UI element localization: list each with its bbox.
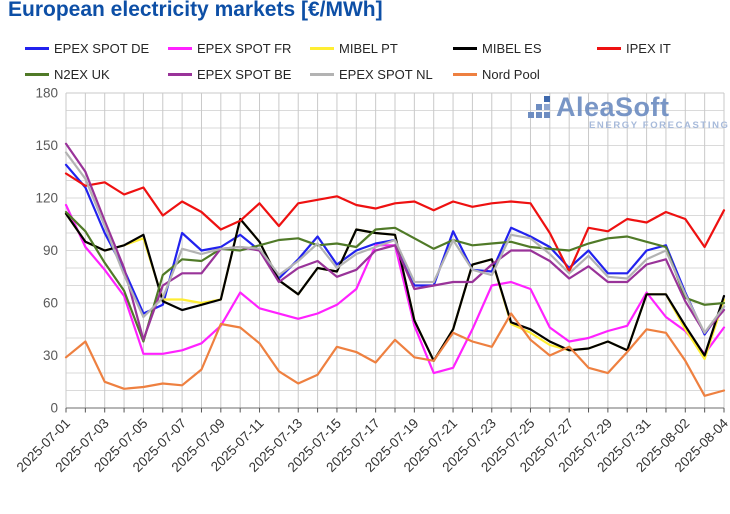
y-axis-tick-label: 0 [50, 401, 58, 416]
legend-item-epex-spot-de[interactable]: EPEX SPOT DE [25, 40, 149, 56]
legend-item-nord-pool[interactable]: Nord Pool [453, 66, 540, 82]
chart-title: European electricity markets [€/MWh] [8, 0, 383, 21]
legend-swatch-icon [453, 46, 477, 50]
legend-item-ipex-it[interactable]: IPEX IT [597, 40, 671, 56]
legend-label: IPEX IT [626, 40, 671, 56]
legend-item-epex-spot-fr[interactable]: EPEX SPOT FR [168, 40, 291, 56]
legend-label: Nord Pool [482, 66, 540, 82]
legend-label: N2EX UK [54, 66, 110, 82]
legend-swatch-icon [168, 46, 192, 50]
legend-label: EPEX SPOT BE [197, 66, 292, 82]
y-axis-tick-label: 120 [35, 191, 58, 206]
series-line-mibel-es [64, 212, 726, 362]
series-line-epex-spot-nl [64, 151, 726, 334]
legend-label: MIBEL ES [482, 40, 542, 56]
legend-swatch-icon [310, 72, 334, 76]
legend-label: MIBEL PT [339, 40, 398, 56]
y-axis-tick-label: 180 [35, 86, 58, 101]
legend-swatch-icon [25, 72, 49, 76]
legend-swatch-icon [310, 46, 334, 50]
y-axis-tick-label: 90 [43, 243, 58, 258]
legend-item-epex-spot-nl[interactable]: EPEX SPOT NL [310, 66, 433, 82]
legend-item-epex-spot-be[interactable]: EPEX SPOT BE [168, 66, 291, 82]
legend: EPEX SPOT DE EPEX SPOT FR MIBEL PT MIBEL ES… [0, 0, 730, 90]
legend-swatch-icon [25, 46, 49, 50]
legend-label: EPEX SPOT DE [54, 40, 150, 56]
legend-swatch-icon [453, 72, 477, 76]
series-line-ipex-it [64, 172, 726, 273]
legend-swatch-icon [597, 46, 621, 50]
series-line-nord-pool [64, 312, 726, 397]
legend-swatch-icon [168, 72, 192, 76]
legend-label: EPEX SPOT FR [197, 40, 292, 56]
series-line-epex-spot-be [64, 142, 726, 341]
legend-item-n2ex-uk[interactable]: N2EX UK [25, 66, 110, 82]
legend-item-mibel-es[interactable]: MIBEL ES [453, 40, 541, 56]
y-axis-tick-label: 60 [43, 296, 58, 311]
y-axis-tick-label: 30 [43, 348, 58, 363]
legend-item-mibel-pt[interactable]: MIBEL PT [310, 40, 398, 56]
legend-label: EPEX SPOT NL [339, 66, 433, 82]
y-axis-tick-label: 150 [35, 138, 58, 153]
